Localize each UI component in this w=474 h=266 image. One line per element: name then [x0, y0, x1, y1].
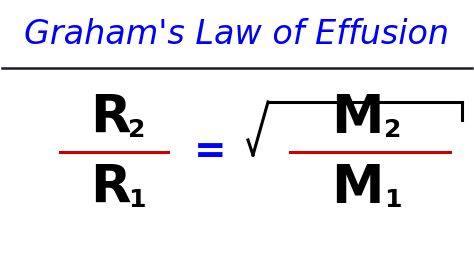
Text: M: M [331, 92, 383, 144]
Text: M: M [331, 162, 383, 214]
Text: 1: 1 [384, 188, 402, 212]
Text: Graham's Law of Effusion: Graham's Law of Effusion [25, 19, 449, 52]
Text: 2: 2 [128, 118, 146, 142]
Text: =: = [194, 133, 226, 171]
Text: 1: 1 [128, 188, 146, 212]
Text: 2: 2 [384, 118, 401, 142]
Text: R: R [90, 162, 130, 214]
Text: R: R [90, 92, 130, 144]
